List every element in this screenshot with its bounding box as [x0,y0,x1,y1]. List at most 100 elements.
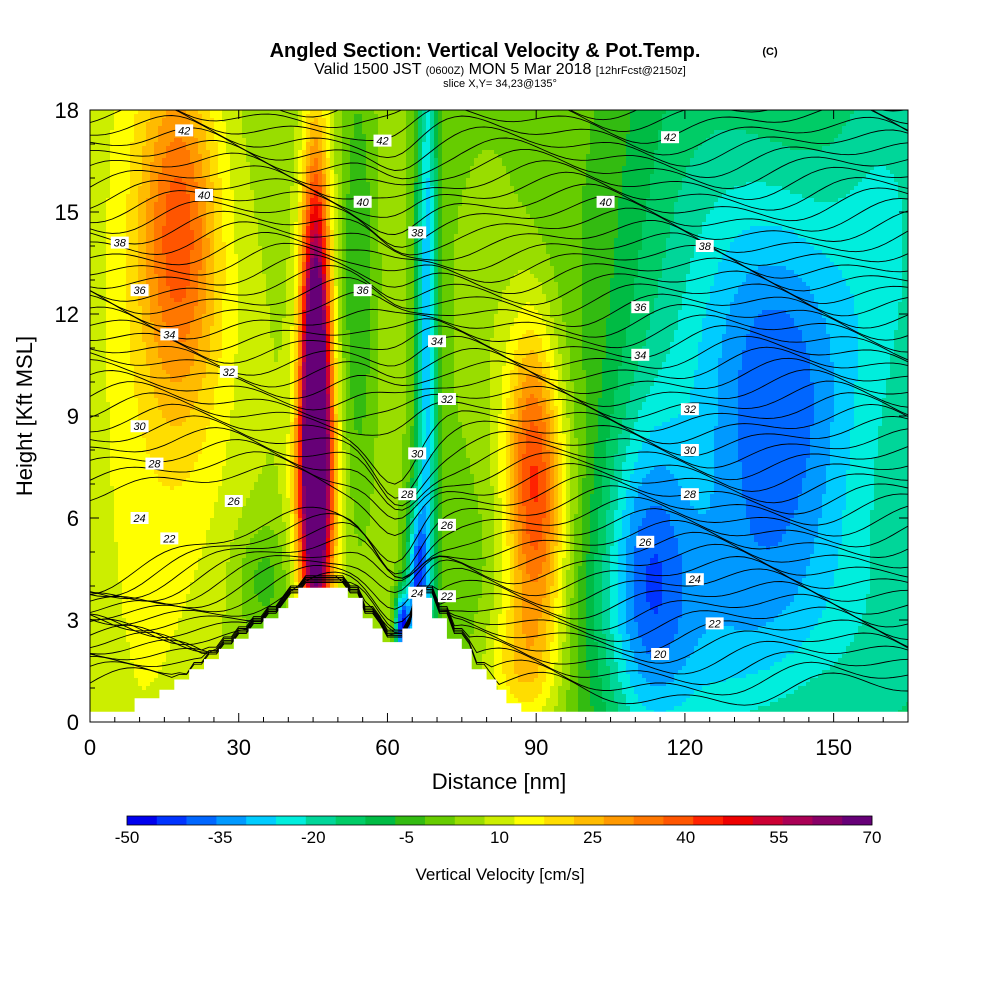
velocity-cell [658,170,663,175]
velocity-cell [798,110,803,115]
velocity-cell [598,126,603,131]
velocity-cell [218,194,223,199]
velocity-cell [114,174,119,179]
velocity-cell [134,170,139,175]
velocity-cell [102,158,107,163]
velocity-cell [698,130,703,135]
velocity-cell [302,170,307,175]
velocity-cell [830,110,835,115]
velocity-cell [118,194,123,199]
velocity-cell [726,126,731,131]
velocity-cell [462,202,467,207]
velocity-cell [534,190,539,195]
velocity-cell [158,146,163,151]
velocity-cell [514,110,519,115]
velocity-cell [178,174,183,179]
velocity-cell [254,194,259,199]
velocity-cell [590,126,595,131]
velocity-cell [690,190,695,195]
velocity-cell [738,174,743,179]
velocity-cell [234,138,239,143]
velocity-cell [830,142,835,147]
velocity-cell [366,170,371,175]
velocity-cell [842,146,847,151]
velocity-cell [150,202,155,207]
velocity-cell [706,182,711,187]
velocity-cell [602,170,607,175]
velocity-cell [442,130,447,135]
velocity-cell [506,186,511,191]
velocity-cell [206,130,211,135]
velocity-cell [874,190,879,195]
velocity-cell [266,126,271,131]
velocity-cell [238,114,243,119]
velocity-cell [414,122,419,127]
velocity-cell [438,158,443,163]
velocity-cell [898,122,903,127]
velocity-cell [606,138,611,143]
velocity-cell [690,154,695,159]
velocity-cell [158,162,163,167]
velocity-cell [346,182,351,187]
velocity-cell [634,110,639,115]
velocity-cell [366,182,371,187]
velocity-cell [546,110,551,115]
velocity-cell [570,174,575,179]
velocity-cell [854,110,859,115]
velocity-cell [286,110,291,115]
velocity-cell [442,182,447,187]
velocity-cell [826,190,831,195]
velocity-cell [306,146,311,151]
velocity-cell [458,138,463,143]
velocity-cell [234,178,239,183]
velocity-cell [222,114,227,119]
velocity-cell [414,130,419,135]
velocity-cell [190,202,195,207]
velocity-cell [478,118,483,123]
velocity-cell [322,202,327,207]
velocity-cell [430,190,435,195]
velocity-cell [794,182,799,187]
velocity-cell [310,134,315,139]
velocity-cell [394,174,399,179]
velocity-cell [662,186,667,191]
velocity-cell [398,186,403,191]
velocity-cell [362,186,367,191]
velocity-cell [302,162,307,167]
velocity-cell [722,170,727,175]
velocity-cell [178,162,183,167]
velocity-cell [206,186,211,191]
velocity-cell [686,202,691,207]
velocity-cell [734,194,739,199]
velocity-cell [118,138,123,143]
velocity-cell [762,150,767,155]
velocity-cell [534,146,539,151]
velocity-cell [238,174,243,179]
velocity-cell [414,150,419,155]
velocity-cell [106,130,111,135]
velocity-cell [878,110,883,115]
velocity-cell [102,198,107,203]
velocity-cell [382,126,387,131]
velocity-cell [318,126,323,131]
velocity-cell [498,198,503,203]
velocity-cell [162,202,167,207]
velocity-cell [374,154,379,159]
velocity-cell [594,130,599,135]
velocity-cell [778,142,783,147]
velocity-cell [742,130,747,135]
velocity-cell [338,130,343,135]
velocity-cell [306,166,311,171]
velocity-cell [802,198,807,203]
velocity-cell [250,182,255,187]
velocity-cell [682,134,687,139]
velocity-cell [662,158,667,163]
velocity-cell [494,190,499,195]
velocity-cell [194,158,199,163]
velocity-cell [438,122,443,127]
velocity-cell [446,130,451,135]
velocity-cell [418,162,423,167]
velocity-cell [870,154,875,159]
velocity-cell [574,178,579,183]
velocity-cell [750,182,755,187]
